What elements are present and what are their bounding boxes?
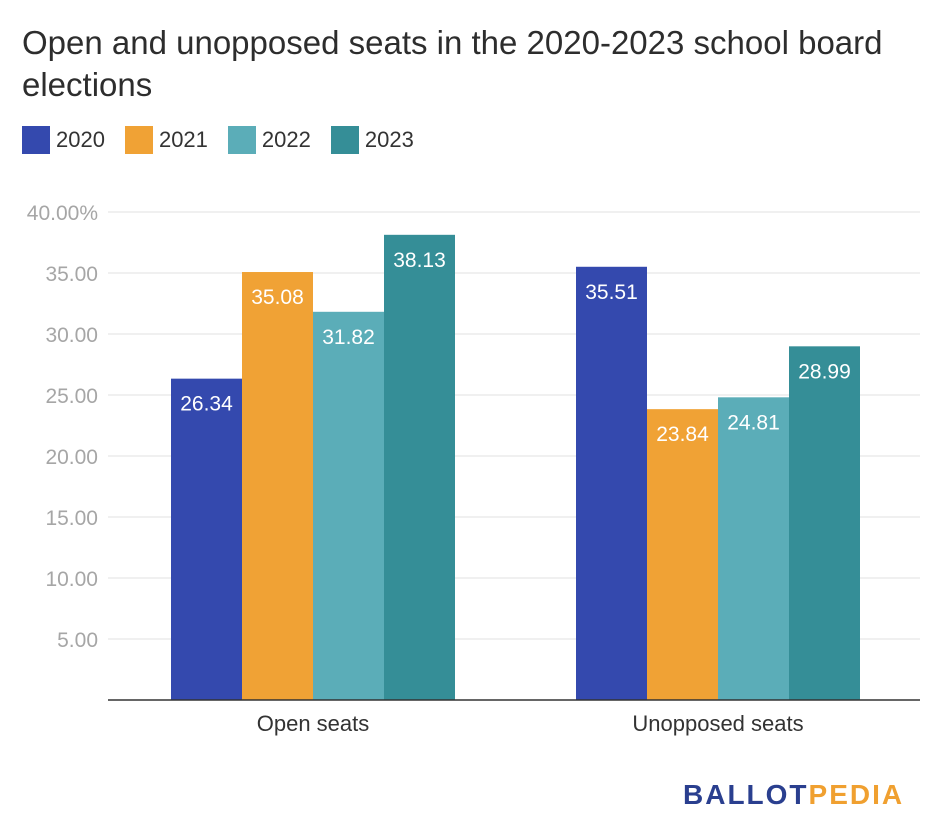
y-tick-label: 20.00 [45,446,98,469]
logo-part-ballot: BALLOT [683,779,809,810]
legend-swatch-2020 [22,126,50,154]
data-label: 23.84 [656,423,709,446]
bar-2020-unopposed [576,266,647,700]
legend-swatch-2022 [227,126,256,154]
legend-item-2020: 2020 [22,126,105,154]
data-label: 38.13 [393,249,446,272]
legend-label-2022: 2022 [261,127,311,152]
bar-2023-open [384,234,455,700]
data-label: 31.82 [322,326,375,349]
data-label: 28.99 [798,360,851,383]
y-tick-label: 5.00 [57,629,98,652]
legend-label-2023: 2023 [364,127,414,152]
legend-swatch-2023 [330,126,359,154]
y-tick-label: 25.00 [45,385,98,408]
data-label: 26.34 [180,393,233,416]
y-tick-label: 10.00 [45,568,98,591]
bar-2021-unopposed [647,409,718,700]
ballotpedia-logo: BALLOTPEDIA [683,779,904,811]
bar-2022-unopposed [718,397,789,700]
bar-2021-open [242,272,313,700]
y-tick-label: 40.00% [27,202,98,225]
legend-swatch-2021 [124,126,153,154]
y-tick-label: 30.00 [45,324,98,347]
bar-2020-open [171,378,242,700]
legend-item-2022: 2022 [227,126,311,154]
y-tick-label: 35.00 [45,263,98,286]
chart-title: Open and unopposed seats in the 2020-202… [22,24,883,103]
data-label: 35.08 [251,286,304,309]
bar-2022-open [313,311,384,700]
logo-part-pedia: PEDIA [808,779,905,810]
legend-label-2021: 2021 [158,127,208,152]
legend-item-2023: 2023 [330,126,414,154]
bar-2023-unopposed [789,346,860,700]
data-label: 24.81 [727,411,780,434]
legend-label-2020: 2020 [56,127,105,152]
x-tick-label: Open seats [257,711,370,736]
y-tick-label: 15.00 [45,507,98,530]
chart-legend: 2020 2021 2022 2023 [22,126,434,154]
legend-item-2021: 2021 [124,126,208,154]
data-label: 35.51 [585,281,638,304]
x-tick-label: Unopposed seats [632,711,803,736]
